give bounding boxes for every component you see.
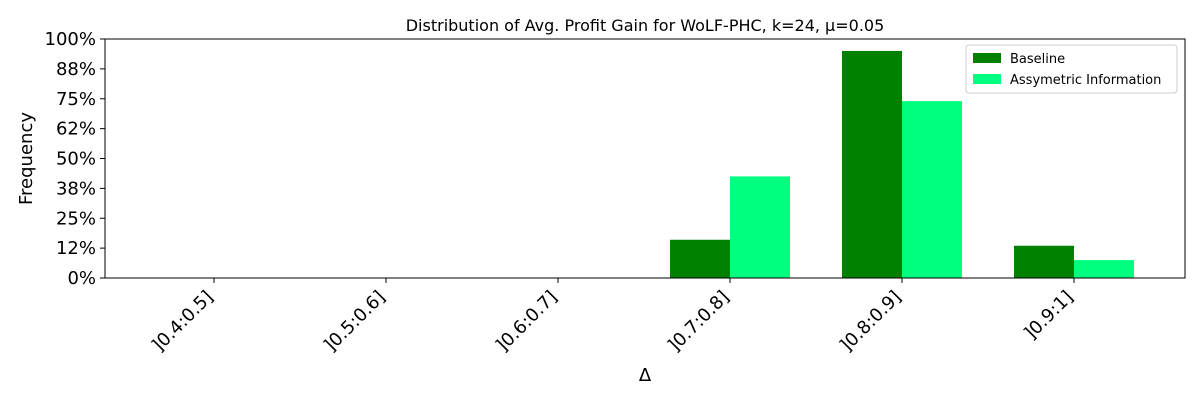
chart-title: Distribution of Avg. Profit Gain for WoL…: [406, 16, 885, 35]
x-axis-label: Δ: [639, 365, 652, 386]
y-tick-label: 0%: [67, 268, 96, 289]
bar-assymetric-3: [730, 176, 790, 278]
y-tick-label: 38%: [56, 178, 96, 199]
x-tick-label: ]0.7:0.8]: [664, 287, 734, 357]
legend-swatch: [973, 74, 1001, 84]
bars-group: [670, 50, 1134, 279]
bar-baseline-4: [842, 50, 902, 279]
y-tick-label: 88%: [56, 59, 96, 80]
legend-box: [965, 44, 1178, 94]
bar-assymetric-5: [1074, 260, 1134, 278]
x-axis: ]0.4:0.5] ]0.5:0.6] ]0.6:0.7] ]0.7:0.8] ]0.8…: [148, 278, 1078, 356]
x-tick-label: ]0.4:0.5]: [148, 287, 218, 357]
y-tick-label: 12%: [56, 238, 96, 259]
plot-frame: [104, 38, 1186, 279]
y-axis: 0% 12% 25% 38% 50% 62% 75% 88% 100%: [45, 29, 105, 289]
legend-swatch: [973, 53, 1001, 63]
legend: Baseline Assymetric Information: [965, 44, 1178, 94]
y-tick-label: 75%: [56, 89, 96, 110]
y-axis-label: Frequency: [16, 112, 37, 205]
y-tick-label: 100%: [45, 29, 96, 50]
bar-baseline-3: [670, 239, 730, 278]
x-tick-label: ]0.5:0.6]: [320, 287, 390, 357]
y-tick-label: 25%: [56, 208, 96, 229]
bar-assymetric-4: [902, 101, 962, 278]
x-tick-label: ]0.8:0.9]: [836, 287, 906, 357]
x-tick-label: ]0.6:0.7]: [492, 287, 562, 357]
y-tick-label: 50%: [56, 149, 96, 170]
legend-label: Baseline: [1010, 52, 1065, 67]
bar-baseline-5: [1014, 245, 1074, 278]
y-tick-label: 62%: [56, 119, 96, 140]
x-tick-label: ]0.9:1]: [1020, 287, 1077, 344]
legend-label: Assymetric Information: [1010, 73, 1161, 88]
